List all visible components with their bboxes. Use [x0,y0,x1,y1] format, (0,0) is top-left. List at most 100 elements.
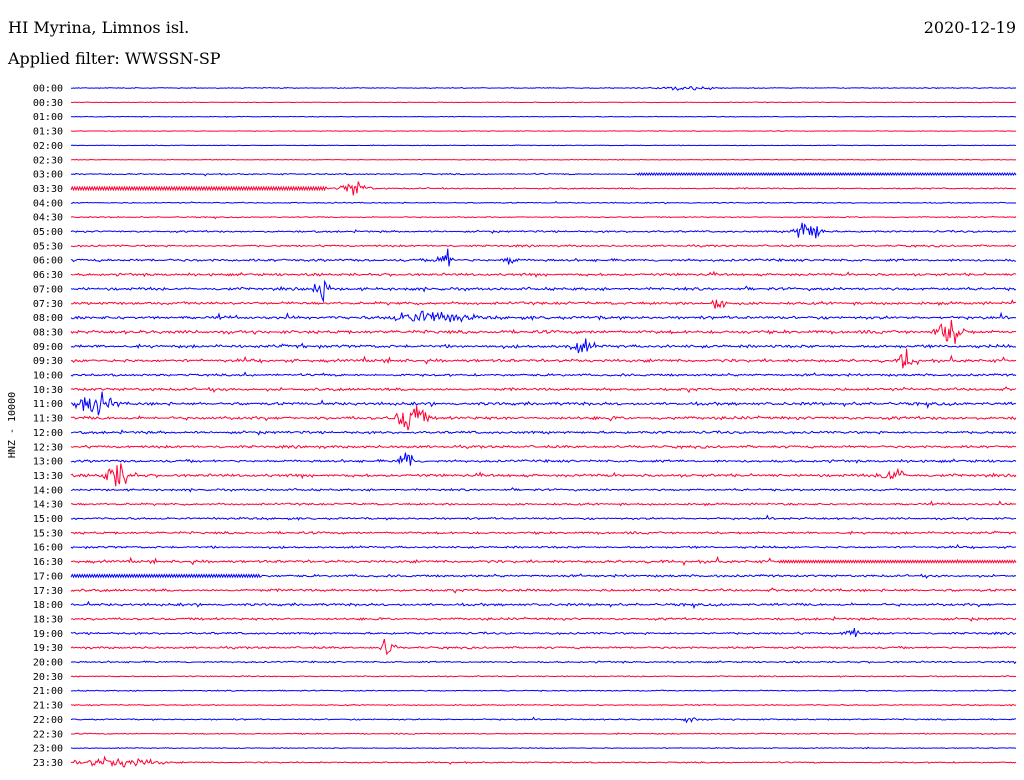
seismic-trace [70,703,1017,707]
time-tick-labels: 00:00 00:30 01:00 01:30 02:00 02:30 03:00 03:30… [33,84,63,769]
seismic-trace [70,555,1017,567]
seismic-trace [70,299,1017,309]
tick-label: 10:30 [33,385,63,396]
tick-label: 13:30 [33,471,63,482]
tick-label: 23:00 [33,744,63,755]
tick-label: 05:30 [33,241,63,252]
seismic-trace [70,487,1017,493]
tick-label: 14:30 [33,500,63,511]
tick-label: 14:00 [33,485,63,496]
tick-label: 20:00 [33,658,63,669]
seismic-trace [70,244,1017,248]
tick-label: 12:30 [33,442,63,453]
tick-label: 09:00 [33,342,63,353]
tick-label: 11:00 [33,399,63,410]
tick-label: 10:00 [33,371,63,382]
tick-label: 03:30 [33,184,63,195]
tick-label: 18:30 [33,614,63,625]
tick-label: 21:30 [33,701,63,712]
tick-label: 13:00 [33,457,63,468]
seismic-trace [70,181,1017,196]
tick-label: 22:30 [33,729,63,740]
seismic-trace [70,310,1016,323]
seismic-trace [70,600,1017,610]
seismic-trace [70,319,1017,345]
tick-label: 00:30 [33,98,63,109]
tick-label: 19:30 [33,643,63,654]
tick-label: 00:00 [33,84,63,95]
tick-label: 01:30 [33,127,63,138]
seismic-trace [70,587,1017,594]
seismic-trace [70,732,1017,736]
seismic-trace [70,144,1017,147]
seismic-trace [70,746,1017,750]
seismic-trace [70,674,1017,678]
tick-label: 02:30 [33,155,63,166]
seismic-trace [70,222,1017,239]
seismic-trace [70,638,1017,656]
seismic-trace [70,444,1017,450]
tick-label: 04:00 [33,198,63,209]
tick-label: 07:00 [33,284,63,295]
seismic-trace [70,338,1017,354]
seismic-trace [70,348,1017,369]
tick-label: 17:00 [33,571,63,582]
tick-label: 17:30 [33,586,63,597]
seismic-trace [70,200,1017,205]
seismic-trace [70,248,1017,267]
seismic-trace [70,371,1017,378]
seismic-trace [70,158,1017,161]
seismic-trace [70,573,1017,579]
tick-label: 15:30 [33,528,63,539]
tick-label: 21:00 [33,686,63,697]
tick-label: 18:00 [33,600,63,611]
plot-date: 2020-12-19 [923,18,1016,37]
seismic-trace [70,716,1017,724]
seismic-trace [70,115,1017,118]
seismic-trace [70,101,1017,104]
seismic-trace [70,627,1017,638]
tick-label: 11:30 [33,414,63,425]
seismic-trace [70,405,1017,431]
tick-label: 16:00 [33,543,63,554]
filter-label: Applied filter: WWSSN-SP [8,49,221,68]
seismic-trace [70,279,1017,303]
tick-label: 07:30 [33,299,63,310]
seismic-trace [70,660,1017,665]
seismic-trace [70,530,1017,535]
tick-label: 01:00 [33,112,63,123]
tick-label: 22:00 [33,715,63,726]
seismic-trace [70,463,1017,487]
seismic-trace [70,429,1017,436]
tick-label: 03:00 [33,170,63,181]
tick-label: 02:00 [33,141,63,152]
tick-label: 23:30 [33,758,63,769]
seismic-trace [70,755,1017,768]
tick-label: 15:00 [33,514,63,525]
seismic-trace [70,391,1017,416]
tick-label: 06:00 [33,256,63,267]
seismic-trace [70,130,1017,133]
tick-label: 09:30 [33,356,63,367]
tick-label: 06:30 [33,270,63,281]
tick-label: 12:00 [33,428,63,439]
tick-label: 08:00 [33,313,63,324]
channel-axis-label: HNZ - 10000 [7,392,18,458]
tick-label: 19:00 [33,629,63,640]
seismic-trace [70,689,1017,692]
seismic-trace [70,215,1017,220]
tick-label: 16:30 [33,557,63,568]
station-title: HI Myrina, Limnos isl. [8,18,190,37]
seismic-traces [70,86,1017,768]
seismic-trace [70,452,1017,466]
tick-label: 04:30 [33,213,63,224]
seismic-trace [70,500,1017,507]
seismic-trace [70,543,1017,550]
seismic-trace [70,172,1017,177]
seismic-trace [70,514,1017,521]
tick-label: 08:30 [33,327,63,338]
seismic-trace [70,86,1017,91]
tick-label: 05:00 [33,227,63,238]
seismic-trace [70,386,1017,394]
